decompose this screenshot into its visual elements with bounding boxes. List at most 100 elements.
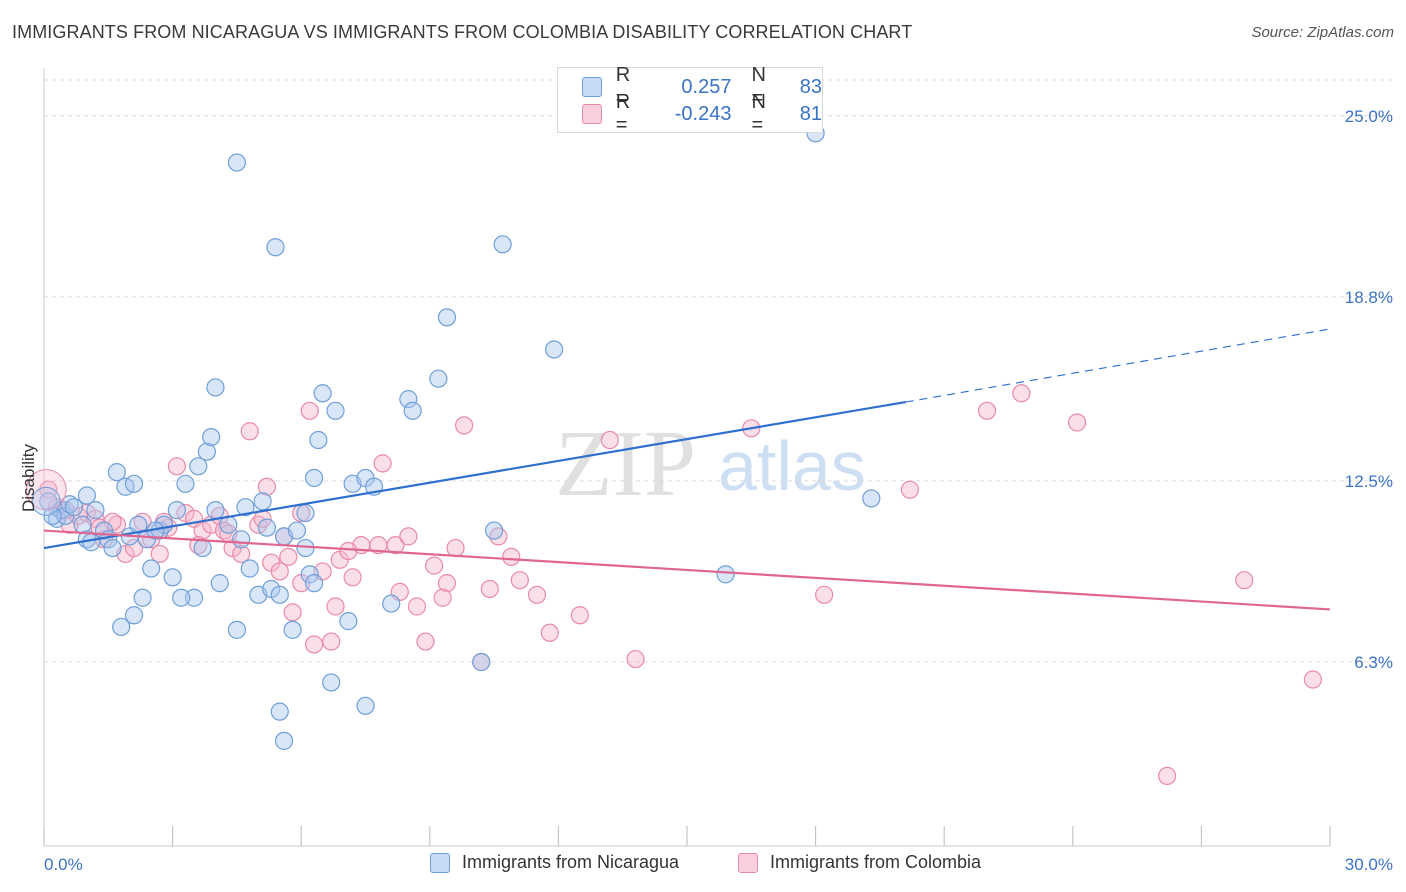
colombia-point	[240, 422, 259, 441]
nicaragua-point	[112, 617, 131, 637]
colombia-point	[502, 547, 521, 566]
nicaragua-point	[103, 538, 122, 558]
y-tick-label: 6.3%	[1354, 653, 1393, 672]
nicaragua-point	[270, 585, 289, 604]
colombia-point	[322, 632, 341, 651]
colombia-point	[373, 454, 392, 473]
nicaragua-point	[77, 486, 96, 505]
nicaragua-point	[716, 565, 735, 584]
nicaragua-point	[124, 474, 144, 493]
nicaragua-point	[43, 506, 62, 526]
colombia-point	[283, 603, 302, 622]
watermark-zip: ZIP	[555, 412, 696, 516]
nicaragua-point	[300, 565, 319, 584]
nicaragua-point	[270, 702, 289, 721]
nicaragua-point	[227, 620, 246, 639]
nicaragua-point	[86, 501, 105, 520]
blue-swatch-icon	[582, 77, 602, 97]
colombia-point	[454, 416, 474, 435]
nicaragua-point	[124, 606, 144, 625]
legend-row-nicaragua: R = 0.257 N = 83	[582, 64, 822, 109]
colombia-point	[446, 538, 465, 558]
data-points	[25, 124, 1322, 786]
colombia-point	[386, 536, 405, 555]
colombia-point	[279, 547, 298, 566]
nicaragua-point	[356, 696, 375, 715]
nicaragua-point	[193, 538, 212, 558]
legend-row-colombia: R = -0.243 N = 81	[582, 91, 822, 136]
nicaragua-point	[283, 620, 302, 639]
nicaragua-point	[129, 515, 148, 534]
colombia-trend-line	[43, 529, 1331, 611]
nicaragua-point	[206, 501, 225, 520]
legend-item-colombia: Immigrants from Colombia	[738, 852, 981, 873]
nicaragua-point	[296, 503, 315, 523]
colombia-point	[1012, 384, 1031, 403]
nicaragua-point	[429, 369, 448, 388]
colombia-point	[626, 649, 645, 669]
nicaragua-point	[184, 588, 204, 607]
colombia-point	[815, 585, 834, 604]
y-axis-label: Disability	[19, 443, 38, 512]
colombia-point	[300, 401, 319, 420]
nicaragua-point	[339, 612, 358, 631]
colombia-point	[433, 588, 452, 607]
x-tick-label: 30.0%	[1345, 855, 1393, 874]
n-label: N =	[751, 64, 766, 109]
nicaragua-point	[493, 235, 512, 254]
nicaragua-point	[274, 731, 294, 750]
axis-labels: 6.3% 12.5% 18.8% 25.0% 0.0% 30.0% Disability	[19, 107, 1393, 874]
colombia-point	[343, 568, 362, 587]
colombia-point	[257, 477, 277, 496]
nicaragua-point	[399, 390, 418, 409]
chart-title: IMMIGRANTS FROM NICARAGUA VS IMMIGRANTS …	[12, 22, 913, 42]
nicaragua-point	[210, 574, 229, 593]
colombia-point	[424, 556, 444, 575]
colombia-point	[977, 401, 997, 420]
nicaragua-point	[176, 474, 195, 493]
r-value: 0.257	[681, 75, 732, 98]
axes	[43, 68, 1331, 847]
colombia-point	[150, 544, 169, 564]
colombia-point	[416, 632, 435, 651]
colombia-point	[270, 562, 289, 581]
nicaragua-point	[326, 401, 345, 420]
y-tick-label: 18.8%	[1345, 288, 1393, 307]
colombia-point	[1303, 670, 1322, 689]
trend-lines	[43, 328, 1331, 611]
legend-item-nicaragua: Immigrants from Nicaragua	[430, 852, 679, 873]
colombia-point	[540, 623, 559, 642]
nicaragua-trend-line	[43, 400, 906, 550]
source-credit: Source: ZipAtlas.com	[1251, 24, 1394, 41]
nicaragua-point	[266, 238, 285, 257]
legend-label: Immigrants from Nicaragua	[462, 852, 680, 872]
colombia-point	[437, 574, 457, 593]
r-value: -0.243	[674, 102, 732, 125]
y-tick-label: 25.0%	[1345, 107, 1393, 126]
colombia-point	[900, 480, 920, 499]
nicaragua-point	[296, 538, 315, 558]
colombia-point	[527, 585, 547, 604]
nicaragua-point	[142, 559, 161, 578]
nicaragua-cluster-point	[31, 486, 61, 516]
nicaragua-point	[167, 501, 186, 520]
n-value: 83	[799, 75, 822, 98]
colombia-point	[304, 635, 324, 654]
pink-swatch-icon	[582, 104, 602, 124]
x-tick-label: 0.0%	[44, 855, 83, 874]
stats-legend: R = 0.257 N = 83 R = -0.243 N = 81	[557, 64, 823, 136]
nicaragua-point	[437, 308, 457, 327]
colombia-point	[326, 597, 345, 616]
nicaragua-point	[189, 457, 208, 476]
nicaragua-point	[485, 521, 504, 540]
nicaragua-point	[472, 652, 491, 672]
nicaragua-point	[232, 530, 251, 549]
nicaragua-point	[133, 588, 152, 607]
nicaragua-point	[309, 430, 328, 450]
nicaragua-point	[206, 378, 225, 397]
nicaragua-point	[382, 594, 401, 613]
nicaragua-point	[240, 559, 259, 578]
nicaragua-point	[107, 463, 126, 482]
nicaragua-point	[163, 568, 182, 587]
